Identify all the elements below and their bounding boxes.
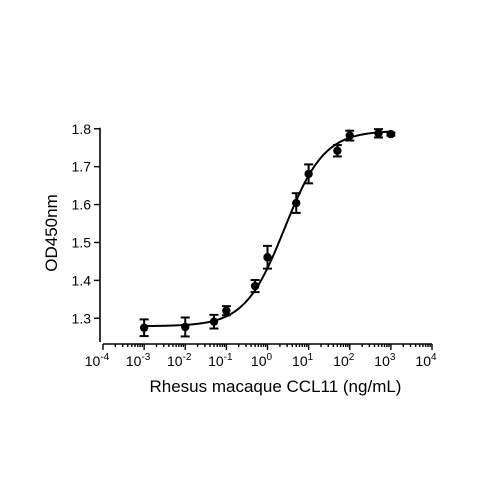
data-point bbox=[181, 322, 190, 332]
data-point bbox=[333, 146, 342, 155]
x-tick-label: 100 bbox=[251, 352, 273, 369]
x-tick-base: 10 bbox=[374, 353, 390, 369]
x-tick-label: 104 bbox=[415, 352, 437, 369]
y-tick-label: 1.6 bbox=[72, 197, 92, 213]
x-tick-exponent: -2 bbox=[183, 352, 192, 363]
x-tick-label: 10-1 bbox=[208, 352, 233, 369]
data-point bbox=[292, 198, 301, 208]
data-point bbox=[263, 253, 272, 262]
plot-area bbox=[139, 128, 396, 338]
y-tick-label: 1.3 bbox=[72, 310, 92, 326]
x-tick-label: 103 bbox=[374, 352, 396, 369]
data-point bbox=[374, 129, 383, 138]
x-tick-exponent: -3 bbox=[141, 352, 150, 363]
fit-curve bbox=[144, 130, 391, 328]
y-axis-title: OD450nm bbox=[42, 194, 61, 271]
y-tick-label: 1.5 bbox=[72, 234, 92, 250]
data-point bbox=[222, 306, 231, 315]
x-tick-base: 10 bbox=[126, 353, 142, 369]
x-tick-base: 10 bbox=[208, 353, 224, 369]
x-axis-title: Rhesus macaque CCL11 (ng/mL) bbox=[150, 377, 402, 396]
data-point bbox=[250, 281, 260, 291]
x-tick-label: 102 bbox=[333, 352, 355, 369]
x-tick-exponent: 0 bbox=[267, 352, 273, 363]
x-tick-base: 10 bbox=[167, 353, 183, 369]
x-tick-exponent: 1 bbox=[308, 352, 314, 363]
x-tick-label: 10-3 bbox=[126, 352, 151, 369]
y-ticks: 1.3 1.4 1.5 1.6 1.7 1.8 bbox=[72, 121, 100, 326]
x-tick-exponent: -1 bbox=[224, 352, 233, 363]
x-tick-base: 10 bbox=[85, 353, 101, 369]
x-tick-base: 10 bbox=[292, 353, 308, 369]
x-tick-base: 10 bbox=[251, 353, 267, 369]
y-tick-label: 1.7 bbox=[72, 159, 92, 175]
y-tick-label: 1.8 bbox=[72, 121, 92, 137]
data-point bbox=[386, 129, 396, 139]
x-tick-exponent: -4 bbox=[100, 352, 109, 363]
x-tick-base: 10 bbox=[415, 353, 431, 369]
y-tick-label: 1.4 bbox=[72, 272, 92, 288]
x-tick-label: 10-2 bbox=[167, 352, 192, 369]
x-ticks: 10-4 10-3 10-2 10-1 100 101 102 103 104 bbox=[85, 344, 437, 369]
x-tick-exponent: 2 bbox=[349, 352, 355, 363]
x-tick-exponent: 3 bbox=[390, 352, 396, 363]
x-tick-exponent: 4 bbox=[431, 352, 437, 363]
data-point bbox=[209, 317, 219, 326]
data-point bbox=[139, 323, 149, 332]
x-tick-label: 10-4 bbox=[85, 352, 110, 369]
x-tick-label: 101 bbox=[292, 352, 314, 369]
x-tick-base: 10 bbox=[333, 353, 349, 369]
axes: 1.31.41.51.61.71.8 10-4 10-3 10-2 10-1 100 10… bbox=[72, 121, 437, 369]
data-point bbox=[345, 131, 354, 140]
data-point bbox=[304, 169, 313, 179]
